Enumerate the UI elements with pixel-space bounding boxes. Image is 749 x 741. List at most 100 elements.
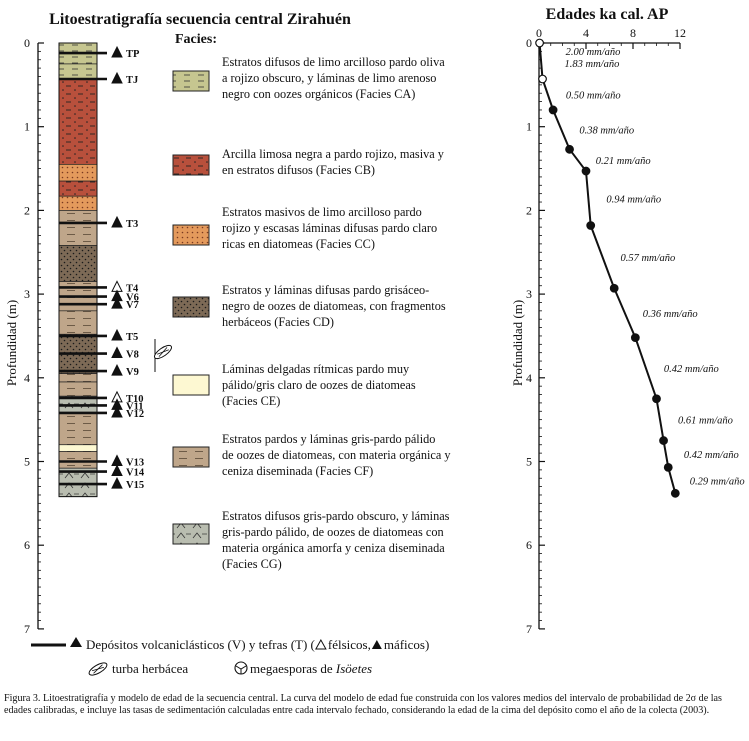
sedimentation-rate-label: 0.36 mm/año xyxy=(643,309,698,320)
tephra-label: V15 xyxy=(126,480,144,491)
facies-text-line: Estratos pardos y láminas gris-pardo pál… xyxy=(222,432,435,446)
age-point xyxy=(670,488,680,498)
age-point xyxy=(609,283,619,293)
facies-swatch-cb xyxy=(172,154,210,176)
mafic-triangle-icon xyxy=(111,464,123,477)
mafic-triangle-icon xyxy=(111,45,123,58)
tephra-label: T10 xyxy=(126,394,144,405)
tephra-label: V8 xyxy=(126,350,139,361)
strat-y-tick-label: 1 xyxy=(24,120,30,134)
facies-text-line: materia orgánica amorfa y ceniza disemin… xyxy=(222,541,445,555)
facies-text-line: Láminas delgadas rítmicas pardo muy xyxy=(222,362,410,376)
tephra-label: V9 xyxy=(126,367,139,378)
megaspore-icon xyxy=(234,661,248,675)
strat-unit-cf xyxy=(58,210,98,224)
strat-y-tick-label: 5 xyxy=(24,455,30,469)
strat-unit-cf xyxy=(58,412,98,446)
facies-swatch-ca xyxy=(172,70,210,92)
facies-text-line: negro con oozes orgánicos (Facies CA) xyxy=(222,87,415,101)
mafic-triangle-icon xyxy=(111,363,123,376)
age-point xyxy=(586,221,596,230)
strat-column-outline xyxy=(58,42,98,498)
strat-unit-ca xyxy=(58,63,98,80)
strat-unit-cf xyxy=(58,381,98,397)
legend-volcanic-text: Depósitos volcaniclásticos (V) y tefras … xyxy=(86,637,315,652)
age-y-tick-label: 2 xyxy=(526,203,532,217)
facies-swatch-cf xyxy=(172,446,210,468)
strat-y-tick-label: 2 xyxy=(24,203,30,217)
age-point xyxy=(663,462,673,472)
mafic-triangle-icon xyxy=(111,405,123,418)
felsic-triangle-icon xyxy=(315,638,327,650)
tephra-label: V6 xyxy=(126,293,139,304)
facies-text-cf: Estratos pardos y láminas gris-pardo pál… xyxy=(222,432,451,478)
facies-text-cb: Arcilla limosa negra a pardo rojizo, mas… xyxy=(222,147,445,177)
strat-unit-cg xyxy=(58,467,98,498)
age-points xyxy=(535,38,680,498)
facies-text-line: pálido/gris claro de oozes de diatomeas xyxy=(222,378,416,392)
tephra-label: T3 xyxy=(126,219,138,230)
age-point xyxy=(659,436,668,445)
strat-unit-cf xyxy=(58,222,98,246)
legend-megasporas-taxon: Isöetes xyxy=(335,661,372,676)
peat-icon xyxy=(88,662,108,676)
legend-felsic-text: félsicos, xyxy=(328,637,371,652)
facies-swatch-cg xyxy=(172,523,210,545)
mafic-triangle-icon xyxy=(70,637,82,647)
age-y-tick-label: 0 xyxy=(526,36,532,50)
age-point xyxy=(535,38,544,48)
age-x-tick-label: 4 xyxy=(583,26,589,40)
figure: Litoestratigrafía secuencia central Zira… xyxy=(4,6,745,676)
age-point xyxy=(630,333,640,343)
strat-y-tick-label: 6 xyxy=(24,538,30,552)
facies-text-line: (Facies CE) xyxy=(222,394,280,408)
facies-text-ca: Estratos difusos de limo arcilloso pardo… xyxy=(222,55,445,101)
age-x-tick-label: 12 xyxy=(674,26,686,40)
mafic-triangle-icon xyxy=(111,215,123,228)
tephra-label: V14 xyxy=(126,468,145,479)
tephra-label: V13 xyxy=(126,458,144,469)
legend-mafic-text: máficos) xyxy=(384,637,429,652)
strat-title: Litoestratigrafía secuencia central Zira… xyxy=(49,11,351,28)
age-point xyxy=(565,144,574,154)
facies-text-line: de oozes de diatomeas, con materia orgán… xyxy=(222,448,451,462)
facies-text-line: ricas en diatomeas (Facies CC) xyxy=(222,237,375,251)
sedimentation-rate-label: 0.94 mm/año xyxy=(606,194,661,205)
strat-unit-cd xyxy=(58,245,98,282)
sedimentation-rate-label: 0.42 mm/año xyxy=(664,364,719,375)
strat-unit-cf xyxy=(58,373,98,383)
age-y-tick-label: 6 xyxy=(526,538,532,552)
sedimentation-rate-label: 0.61 mm/año xyxy=(678,416,733,427)
facies-text-cg: Estratos difusos gris-pardo obscuro, y l… xyxy=(222,509,450,571)
age-y-label: Profundidad (m) xyxy=(510,300,525,386)
mafic-triangle-icon xyxy=(111,476,123,489)
sedimentation-rate-label: 1.83 mm/año xyxy=(565,59,620,70)
facies-text-line: rojizo y escasas láminas difusas pardo c… xyxy=(222,221,437,235)
age-y-tick-label: 5 xyxy=(526,455,532,469)
tephra-label: TP xyxy=(126,49,140,60)
sedimentation-rate-label: 0.21 mm/año xyxy=(596,156,651,167)
mafic-triangle-icon xyxy=(111,71,123,84)
facies-text-line: (Facies CG) xyxy=(222,557,282,571)
tephra-label: T4 xyxy=(126,283,139,294)
facies-text-ce: Láminas delgadas rítmicas pardo muy pálid… xyxy=(222,362,416,408)
strat-unit-ce xyxy=(58,444,98,452)
legend-volcanic: Depósitos volcaniclásticos (V) y tefras … xyxy=(86,637,429,652)
age-y-tick-label: 4 xyxy=(526,371,532,385)
age-y-tick-label: 7 xyxy=(526,622,532,636)
facies-legend: Estratos difusos de limo arcilloso pardo… xyxy=(172,55,451,571)
age-x-tick-label: 0 xyxy=(536,26,542,40)
mafic-triangle-icon xyxy=(111,454,123,466)
strat-y-tick-label: 4 xyxy=(24,371,30,385)
sedimentation-rate-label: 0.42 mm/año xyxy=(684,450,739,461)
age-point xyxy=(652,394,661,404)
strat-unit-cc xyxy=(58,195,98,211)
strat-column xyxy=(58,42,98,498)
age-x-tick-label: 8 xyxy=(630,26,636,40)
tephra-label: V11 xyxy=(126,401,144,412)
sedimentation-rate-label: 0.57 mm/año xyxy=(620,253,675,264)
strat-unit-cf xyxy=(58,451,98,469)
facies-swatch-cd xyxy=(172,296,210,318)
